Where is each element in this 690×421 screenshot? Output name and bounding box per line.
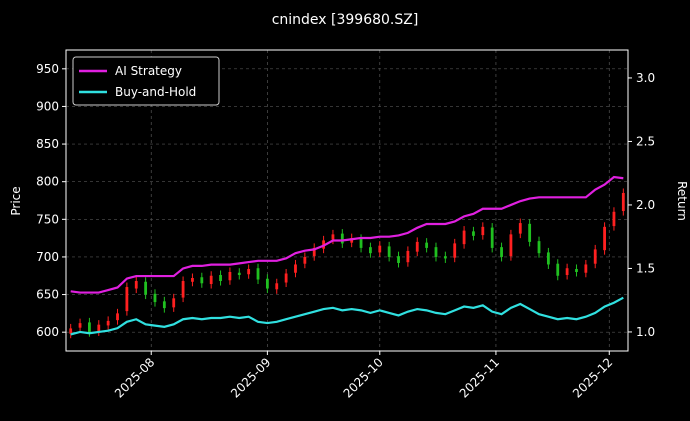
return-line	[70, 296, 624, 336]
y2-axis-label: Return	[675, 181, 689, 221]
candle-body	[443, 256, 447, 259]
candle-body	[603, 226, 606, 251]
candle-body	[584, 264, 588, 273]
candle-body	[162, 301, 166, 309]
candle-body	[415, 241, 419, 252]
candle-body	[312, 247, 316, 257]
candle-body	[518, 223, 522, 234]
candle-body	[125, 287, 129, 312]
legend-label: AI Strategy	[115, 64, 182, 78]
y2-tick-label: 1.0	[636, 325, 655, 339]
candle-body	[350, 238, 354, 243]
y2-tick-label: 1.5	[636, 261, 655, 275]
candle-body	[472, 231, 475, 236]
legend-label: Buy-and-Hold	[115, 85, 196, 99]
candle-body	[237, 272, 241, 275]
candle-body	[621, 192, 625, 212]
candle-body	[88, 322, 91, 333]
candle-body	[612, 211, 616, 227]
y2-tick-label: 3.0	[636, 71, 655, 85]
candle-body	[387, 246, 391, 257]
x-tick-label: 2025-11	[457, 355, 502, 400]
candle-body	[209, 275, 213, 285]
candle-body	[134, 281, 138, 289]
candle-body	[172, 298, 176, 308]
candle-body	[462, 230, 466, 245]
candle-body	[575, 268, 578, 272]
chart-title: cnindex [399680.SZ]	[272, 12, 419, 28]
candle-body	[116, 313, 119, 321]
y-axis-label: Price	[9, 186, 23, 215]
candle-body	[265, 278, 269, 289]
candle-body	[369, 247, 372, 254]
candle-body	[546, 252, 550, 265]
candle-body	[331, 234, 335, 240]
candle-body	[528, 223, 532, 242]
candle-body	[453, 243, 457, 258]
candle-body	[481, 226, 485, 236]
candle-body	[97, 324, 101, 332]
candle-body	[144, 281, 148, 295]
candle-body	[284, 273, 288, 283]
candle-body	[200, 277, 204, 284]
y-tick-label: 850	[36, 137, 59, 151]
y-tick-label: 600	[36, 325, 59, 339]
candle-body	[556, 263, 560, 276]
candle-body	[490, 227, 494, 248]
y-tick-label: 800	[36, 175, 59, 189]
candle-body	[434, 247, 438, 257]
x-tick-label: 2025-12	[570, 355, 615, 400]
return-line	[70, 175, 624, 294]
legend-box	[72, 56, 220, 106]
y-tick-label: 650	[36, 288, 59, 302]
candle-body	[275, 283, 279, 290]
candle-body	[565, 268, 569, 275]
candle-body	[500, 247, 503, 257]
candle-body	[219, 274, 222, 282]
candle-body	[69, 328, 73, 334]
candle-body	[593, 249, 597, 264]
candle-body	[228, 271, 232, 281]
y-tick-label: 900	[36, 99, 59, 113]
plot-frame	[65, 49, 629, 352]
candle-body	[153, 293, 157, 303]
candle-body	[181, 281, 185, 298]
candle-body	[247, 268, 251, 275]
candle-body	[378, 245, 382, 253]
candle-body	[303, 256, 307, 264]
candle-body	[425, 242, 429, 248]
candle-body	[537, 241, 541, 254]
candle-body	[397, 256, 400, 263]
candle-body	[256, 268, 260, 280]
candle-body	[106, 320, 110, 326]
y-tick-label: 750	[36, 212, 59, 226]
y-tick-label: 700	[36, 250, 59, 264]
candle-body	[509, 234, 513, 257]
y2-tick-label: 2.0	[636, 198, 655, 212]
candle-body	[406, 250, 410, 263]
candle-body	[340, 233, 344, 244]
candle-body	[78, 323, 82, 328]
x-tick-label: 2025-09	[228, 355, 273, 400]
x-tick-label: 2025-10	[341, 355, 386, 400]
candle-body	[294, 264, 297, 273]
x-tick-label: 2025-08	[112, 355, 157, 400]
candle-body	[191, 278, 194, 282]
y-tick-label: 950	[36, 62, 59, 76]
candle-body	[359, 238, 363, 248]
y2-tick-label: 2.5	[636, 134, 655, 148]
